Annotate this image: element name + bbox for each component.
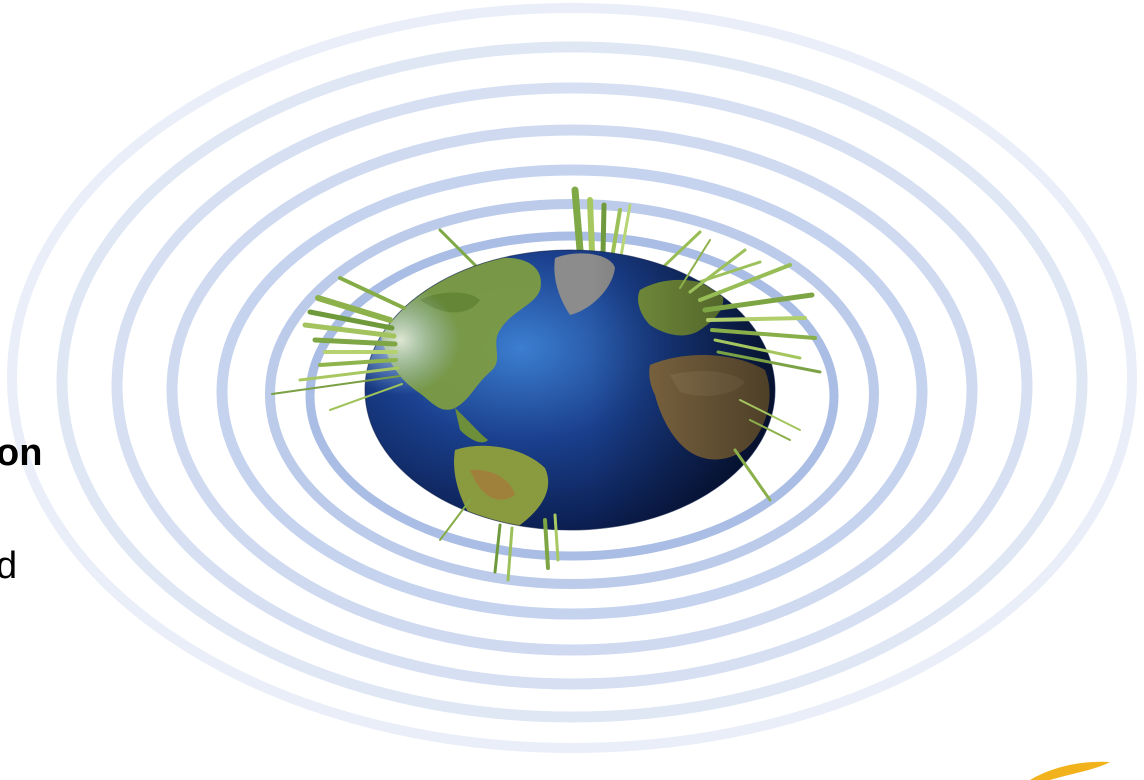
ring-2 [265, 199, 879, 589]
ring-4 [166, 124, 978, 656]
data-spikes [271, 239, 822, 582]
concentric-rings [7, 3, 1137, 753]
globe-icon [364, 249, 776, 531]
ring-1 [305, 231, 839, 561]
ring-5 [111, 82, 1033, 690]
slide-text-bold: on [0, 432, 43, 474]
ring-7 [7, 3, 1137, 753]
ring-6 [56, 41, 1088, 723]
logo-swoosh-icon [1030, 761, 1110, 780]
data-spikes-back [438, 186, 762, 287]
ring-3 [216, 164, 928, 620]
slide-text-plain: d [0, 545, 18, 587]
